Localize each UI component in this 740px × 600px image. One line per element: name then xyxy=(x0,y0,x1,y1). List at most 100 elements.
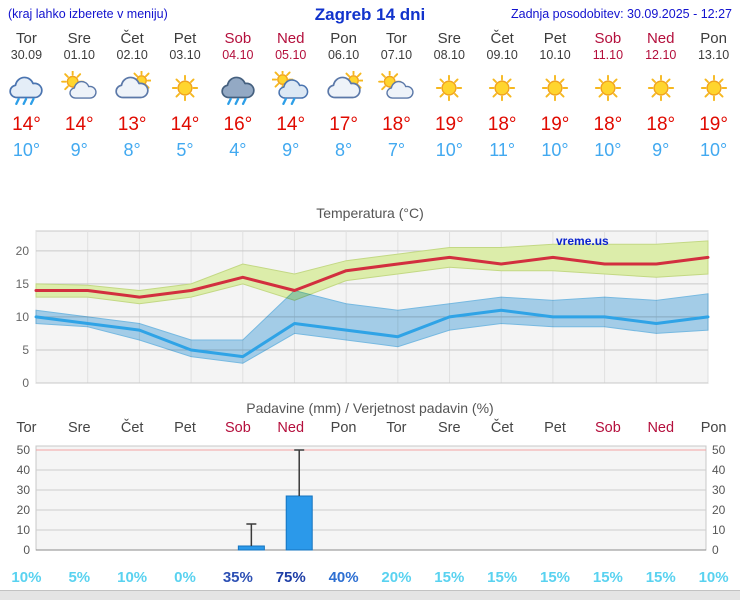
sunny-icon xyxy=(687,66,740,110)
day-name: Sre xyxy=(437,30,461,47)
day-date: 11.10 xyxy=(592,48,624,62)
svg-text:10: 10 xyxy=(16,310,30,324)
precip-day-label: Pet xyxy=(174,420,196,436)
temp-max: 14° xyxy=(170,114,200,135)
temp-max: 13° xyxy=(117,114,147,135)
svg-text:50: 50 xyxy=(17,443,31,457)
sunny-icon xyxy=(634,66,687,110)
day-column-tor-30.09[interactable]: Tor 30.09 14° 10° xyxy=(0,30,53,163)
day-column-sob-11.10[interactable]: Sob 11.10 18° 10° xyxy=(581,30,634,163)
day-column-sob-04.10[interactable]: Sob 04.10 16° 4° xyxy=(211,30,264,163)
day-date: 30.09 xyxy=(10,48,43,62)
temp-max: 18° xyxy=(593,114,623,135)
precip-probability: 15% xyxy=(487,569,518,586)
day-name: Sob xyxy=(224,30,252,47)
day-column-ned-05.10[interactable]: Ned 05.10 14° 9° xyxy=(264,30,317,163)
svg-text:40: 40 xyxy=(17,463,31,477)
temp-max: 17° xyxy=(329,114,358,135)
min-temperature-line xyxy=(34,308,710,359)
temp-min: 10° xyxy=(12,140,41,160)
day-column-čet-09.10[interactable]: Čet 09.10 18° 11° xyxy=(476,30,529,163)
watermark: vreme.us xyxy=(556,234,609,248)
precip-bar xyxy=(285,495,313,551)
max-temperature-line xyxy=(34,255,710,299)
svg-text:0: 0 xyxy=(23,543,30,557)
svg-text:5: 5 xyxy=(22,343,29,357)
mostly-cloudy-icon xyxy=(106,66,159,110)
day-date: 08.10 xyxy=(433,48,465,62)
day-name: Tor xyxy=(386,30,407,47)
day-date: 06.10 xyxy=(327,48,360,62)
precip-probability: 15% xyxy=(540,569,571,586)
precip-day-label: Tor xyxy=(386,420,407,436)
day-column-pet-10.10[interactable]: Pet 10.10 19° 10° xyxy=(529,30,582,163)
menu-hint[interactable]: (kraj lahko izberete v meniju) xyxy=(8,7,168,21)
temperature-chart: 0 5 10 15 20 vreme.us xyxy=(16,230,710,390)
precip-probability: 15% xyxy=(645,569,676,586)
temp-max: 19° xyxy=(434,114,464,135)
day-date: 02.10 xyxy=(116,48,148,62)
day-column-pet-03.10[interactable]: Pet 03.10 14° 5° xyxy=(159,30,212,163)
sunny-icon xyxy=(476,66,529,110)
day-date: 05.10 xyxy=(275,48,307,62)
day-name: Pon xyxy=(700,30,727,47)
bottom-scrollbar-track[interactable] xyxy=(0,590,740,600)
temp-min: 9° xyxy=(70,140,88,160)
precip-probability: 20% xyxy=(381,569,412,586)
precip-day-label: Sob xyxy=(224,420,251,436)
last-updated: Zadnja posodobitev: 30.09.2025 - 12:27 xyxy=(510,7,732,21)
day-date: 04.10 xyxy=(222,48,254,62)
day-date: 13.10 xyxy=(697,48,730,62)
svg-text:50: 50 xyxy=(712,443,726,457)
temp-min: 10° xyxy=(435,140,463,160)
day-column-sre-01.10[interactable]: Sre 01.10 14° 9° xyxy=(53,30,106,163)
sunny-icon xyxy=(159,66,212,110)
temperature-chart-title: Temperatura (°C) xyxy=(316,205,424,221)
day-name: Pet xyxy=(173,30,197,47)
precipitation-probability-row: 10% 5% 10% 0% 35% 75% 40% 20% 15% 15% 15% 15% 15% 10% xyxy=(0,569,740,587)
temp-max: 18° xyxy=(382,114,411,135)
svg-text:30: 30 xyxy=(712,483,726,497)
day-name: Tor xyxy=(16,30,37,47)
temp-min: 4° xyxy=(229,140,247,160)
page-title: Zagreb 14 dni xyxy=(314,5,426,24)
day-column-tor-07.10[interactable]: Tor 07.10 18° 7° xyxy=(370,30,423,163)
day-column-sre-08.10[interactable]: Sre 08.10 19° 10° xyxy=(423,30,476,163)
precip-day-label: Čet xyxy=(490,420,514,436)
svg-text:0: 0 xyxy=(22,376,29,390)
temp-max: 18° xyxy=(487,114,517,135)
partly-cloudy-icon xyxy=(53,66,106,110)
day-column-pon-06.10[interactable]: Pon 06.10 17° 8° xyxy=(317,30,370,163)
precip-day-label: Pon xyxy=(330,420,357,436)
precip-day-label: Sre xyxy=(438,420,461,436)
precip-probability: 40% xyxy=(328,569,359,586)
svg-text:40: 40 xyxy=(712,463,726,477)
temp-min: 8° xyxy=(123,140,141,160)
days-strip: Tor 30.09 14° 10° Sre 01.10 14° 9° Čet 02.10 13° 8°… xyxy=(0,30,740,163)
day-column-pon-13.10[interactable]: Pon 13.10 19° 10° xyxy=(687,30,740,163)
temp-min: 8° xyxy=(334,140,353,160)
svg-text:20: 20 xyxy=(17,503,31,517)
svg-text:15: 15 xyxy=(16,277,30,291)
precipitation-chart-title: Padavine (mm) / Verjetnost padavin (%) xyxy=(246,400,494,416)
day-name: Pon xyxy=(330,30,357,47)
precip-probability: 5% xyxy=(68,569,91,586)
precip-bar xyxy=(237,545,265,551)
day-name: Čet xyxy=(490,30,514,47)
precip-probability: 75% xyxy=(275,569,306,586)
precip-day-label: Sob xyxy=(594,420,621,436)
precip-probability: 0% xyxy=(174,569,196,586)
temp-max: 14° xyxy=(276,114,306,135)
partly-cloudy-icon xyxy=(370,66,423,110)
day-column-čet-02.10[interactable]: Čet 02.10 13° 8° xyxy=(106,30,159,163)
precip-probability: 10% xyxy=(11,569,42,586)
temp-max: 14° xyxy=(12,114,41,135)
precipitation-day-labels: Tor Sre Čet Pet Sob Ned Pon Tor Sre Čet Pet Sob Ned P… xyxy=(0,418,740,438)
svg-text:20: 20 xyxy=(712,503,726,517)
day-date: 10.10 xyxy=(539,48,571,62)
day-name: Ned xyxy=(646,30,675,47)
day-column-ned-12.10[interactable]: Ned 12.10 18° 9° xyxy=(634,30,687,163)
min-temperature-band xyxy=(35,289,709,364)
day-name: Sre xyxy=(67,30,91,47)
precip-probability: 15% xyxy=(434,569,465,586)
